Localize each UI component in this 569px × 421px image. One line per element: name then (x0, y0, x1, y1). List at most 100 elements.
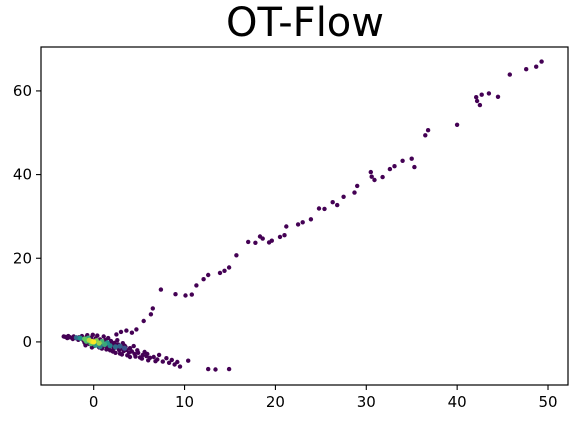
scatter-point (107, 348, 113, 353)
scatter-point (158, 287, 164, 292)
scatter-point (95, 333, 100, 338)
scatter-point (308, 217, 314, 222)
scatter-point (392, 164, 397, 169)
scatter-point (369, 174, 374, 179)
scatter-point (257, 234, 263, 239)
scatter-point (61, 334, 66, 339)
plot-frame (40, 46, 569, 386)
scatter-point (148, 312, 154, 317)
scatter-point (115, 338, 120, 343)
density-point (112, 344, 119, 350)
scatter-point (355, 183, 360, 189)
scatter-point (169, 357, 174, 363)
scatter-points (61, 59, 544, 372)
scatter-point (175, 359, 180, 365)
scatter-point (119, 352, 125, 357)
density-core (73, 335, 128, 351)
scatter-point (118, 329, 124, 335)
scatter-point (479, 92, 484, 97)
scatter-point (183, 293, 188, 298)
density-point (96, 340, 102, 346)
scatter-point (474, 98, 480, 104)
scatter-point (113, 350, 118, 355)
scatter-point (134, 327, 139, 332)
scatter-point (295, 222, 301, 227)
scatter-point (141, 318, 146, 324)
y-tick-label: 40 (13, 166, 32, 184)
scatter-point (226, 265, 232, 270)
scatter-point (127, 346, 133, 351)
scatter-point (150, 306, 155, 311)
y-tick-label: 60 (13, 82, 32, 100)
scatter-point (316, 206, 322, 211)
scatter-point (186, 358, 191, 363)
scatter-point (372, 177, 377, 183)
density-point (117, 343, 123, 349)
scatter-point (266, 240, 272, 245)
scatter-point (524, 67, 529, 72)
scatter-point (368, 169, 373, 175)
scatter-point (330, 200, 335, 205)
scatter-point (282, 233, 287, 238)
scatter-point (131, 343, 136, 349)
scatter-point (124, 328, 129, 333)
x-tick-label: 10 (175, 393, 194, 411)
scatter-point (423, 133, 428, 138)
scatter-point (101, 334, 106, 339)
scatter-point (454, 122, 460, 128)
scatter-point (322, 206, 327, 212)
x-tick-label: 50 (538, 393, 557, 411)
scatter-point (206, 366, 211, 372)
x-tick-label: 20 (266, 393, 285, 411)
scatter-point (114, 332, 119, 337)
scatter-point (133, 354, 138, 359)
scatter-point (486, 91, 492, 96)
scatter-point (380, 174, 385, 180)
scatter-point (300, 220, 305, 225)
scatter-point (66, 333, 71, 339)
y-tick-label: 0 (22, 333, 32, 351)
scatter-point (83, 343, 88, 348)
scatter-point (201, 277, 206, 282)
scatter-point (160, 359, 165, 364)
scatter-point (90, 332, 96, 337)
scatter-point (127, 354, 133, 360)
scatter-point (412, 164, 417, 170)
scatter-point (206, 272, 211, 278)
scatter-point (156, 352, 162, 358)
scatter-point (173, 292, 178, 297)
y-tick-label: 20 (13, 249, 32, 267)
scatter-point (164, 356, 169, 361)
scatter-point (387, 166, 393, 172)
density-point (122, 345, 128, 351)
density-point (77, 335, 83, 341)
scatter-point (222, 268, 227, 273)
x-tick-label: 40 (448, 393, 467, 411)
scatter-point (400, 158, 405, 163)
scatter-point (194, 283, 199, 288)
scatter-point (507, 72, 512, 77)
scatter-point (474, 95, 479, 100)
scatter-point (539, 59, 544, 64)
x-tick-label: 0 (89, 393, 99, 411)
scatter-point (106, 335, 111, 341)
scatter-point (89, 345, 95, 350)
scatter-point (495, 94, 501, 100)
scatter-point (284, 224, 289, 229)
scatter-point (477, 102, 483, 108)
y-axis: 0 20 40 60 (13, 82, 41, 351)
scatter-point (104, 347, 109, 352)
scatter-point (217, 270, 223, 276)
scatter-point (213, 367, 218, 372)
scatter-point (139, 356, 145, 361)
scatter-point (234, 253, 239, 258)
scatter-point (409, 156, 414, 161)
scatter-point (153, 359, 158, 364)
scatter-point (352, 190, 357, 195)
scatter-point (135, 348, 140, 353)
density-point (82, 336, 88, 342)
scatter-point (166, 360, 172, 365)
scatter-point (246, 239, 251, 245)
scatter-point (189, 292, 194, 297)
